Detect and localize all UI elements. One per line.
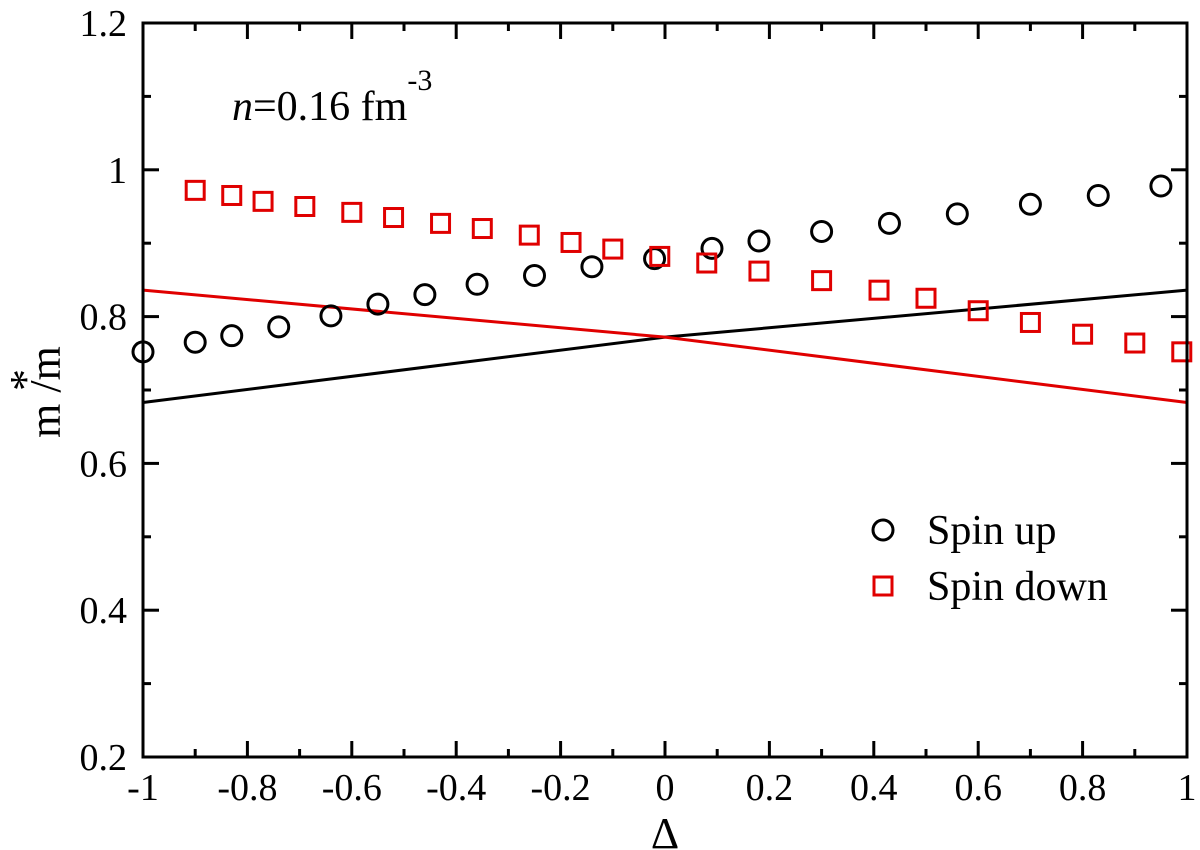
x-tick-label: -0.8 — [217, 767, 277, 809]
spin-up-point — [523, 263, 546, 287]
spin-up-point — [183, 330, 207, 354]
legend-marker-square — [872, 575, 894, 597]
x-tick-label: -1 — [127, 767, 159, 809]
y-tick-label: 0.2 — [80, 737, 128, 779]
x-tick-label: -0.6 — [322, 767, 382, 809]
x-tick-label: -0.4 — [426, 767, 486, 809]
spin-down-point — [1171, 341, 1193, 363]
y-tick-label: 1 — [108, 150, 127, 192]
x-tick-label: 0.8 — [1059, 767, 1107, 809]
spin-down-point — [341, 201, 363, 223]
spin-down-point — [294, 196, 316, 217]
spin-down-point — [1124, 332, 1146, 354]
spin-up-point — [1149, 174, 1173, 198]
x-tick-label: 0.6 — [954, 767, 1002, 809]
spin-down-point — [868, 279, 890, 301]
spin-up-point — [413, 283, 437, 307]
spin-up-point — [319, 304, 343, 328]
spin-down-point — [602, 238, 624, 260]
spin-up-point — [465, 272, 489, 296]
annotation-value: =0.16 fm — [253, 84, 408, 130]
series-markers — [131, 174, 1193, 364]
spin-down-point — [1072, 323, 1094, 345]
axis-ticks — [141, 21, 1189, 759]
density-annotation: n=0.16 fm-3 — [232, 64, 432, 130]
spin-down-point — [748, 260, 770, 282]
spin-down-point — [1019, 311, 1041, 333]
series-lines — [142, 288, 1188, 404]
legend-marker-circle — [871, 518, 895, 542]
spin-up-point — [877, 211, 901, 235]
legend-entry-spin-up: Spin up — [871, 508, 1057, 554]
spin-down-point — [252, 190, 274, 212]
series-line-1 — [142, 288, 1188, 404]
spin-down-point — [811, 270, 833, 292]
legend-label-spin-down: Spin down — [927, 564, 1108, 610]
spin-up-point — [810, 219, 834, 243]
spin-down-point — [221, 184, 243, 206]
spin-up-point — [1086, 183, 1110, 207]
y-tick-label: 1.2 — [80, 3, 128, 45]
annotation-exponent: -3 — [407, 64, 432, 97]
legend-entry-spin-down: Spin down — [872, 564, 1108, 610]
spin-down-point — [915, 287, 937, 309]
spin-down-point — [471, 218, 493, 240]
spin-down-point — [184, 179, 206, 201]
y-tick-labels: 0.2 0.4 0.6 0.8 1 1.2 — [80, 3, 128, 779]
spin-up-point — [220, 324, 244, 348]
legend-label-spin-up: Spin up — [927, 508, 1057, 554]
x-tick-label: 1 — [1178, 767, 1197, 809]
spin-down-point — [649, 245, 671, 267]
spin-down-point — [518, 224, 540, 246]
spin-up-point — [747, 229, 771, 253]
legend: Spin up Spin down — [871, 508, 1108, 610]
spin-down-point — [967, 300, 989, 322]
annotation-variable: n — [232, 84, 253, 130]
x-tick-label: 0.4 — [850, 767, 898, 809]
spin-up-point — [700, 236, 724, 260]
y-tick-label: 0.8 — [80, 297, 128, 339]
spin-up-point — [945, 202, 969, 226]
x-tick-label: -0.2 — [531, 767, 591, 809]
y-tick-label: 0.4 — [80, 590, 128, 632]
y-axis-title-superscript: * — [1, 369, 50, 391]
spin-up-point — [1018, 192, 1042, 216]
spin-up-point — [580, 255, 604, 279]
spin-up-point — [267, 315, 291, 339]
x-tick-label: 0.2 — [746, 767, 794, 809]
y-tick-label: 0.6 — [80, 443, 128, 485]
x-tick-labels: -1 -0.8 -0.6 -0.4 -0.2 0 0.2 0.4 0.6 0.8 1 — [127, 767, 1196, 809]
spin-down-point — [383, 207, 405, 229]
spin-down-point — [696, 252, 718, 274]
y-axis-title: m /m — [21, 346, 70, 438]
x-tick-label: 0 — [656, 767, 675, 809]
y-axis-title-main: m /m — [21, 346, 70, 438]
spin-down-point — [430, 212, 452, 234]
x-axis-title: Δ — [651, 809, 679, 850]
spin-down-point — [560, 231, 582, 253]
spin-up-point — [366, 292, 390, 316]
